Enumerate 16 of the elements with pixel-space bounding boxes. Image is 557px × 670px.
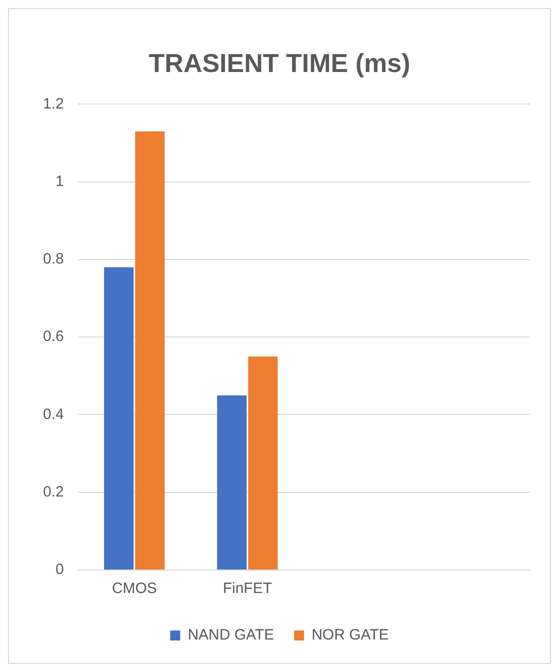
bar (248, 356, 278, 570)
x-tick-label: FinFET (222, 580, 272, 598)
y-tick-label: 1.2 (42, 95, 64, 112)
y-tick-label: 0 (56, 561, 64, 578)
bar (104, 267, 134, 570)
bar (217, 395, 247, 570)
y-tick-label: 1 (56, 172, 64, 190)
legend-label: NOR GATE (312, 626, 389, 644)
bar (135, 131, 165, 570)
y-tick-label: 0.4 (42, 406, 64, 423)
y-tick-label: 0.8 (42, 250, 64, 268)
y-tick-label: 0.6 (42, 328, 64, 346)
y-tick-label: 0.2 (42, 484, 64, 501)
chart-title: TRASIENT TIME (ms) (148, 48, 410, 78)
x-tick-label: CMOS (112, 580, 157, 598)
legend-label: NAND GATE (188, 626, 274, 644)
